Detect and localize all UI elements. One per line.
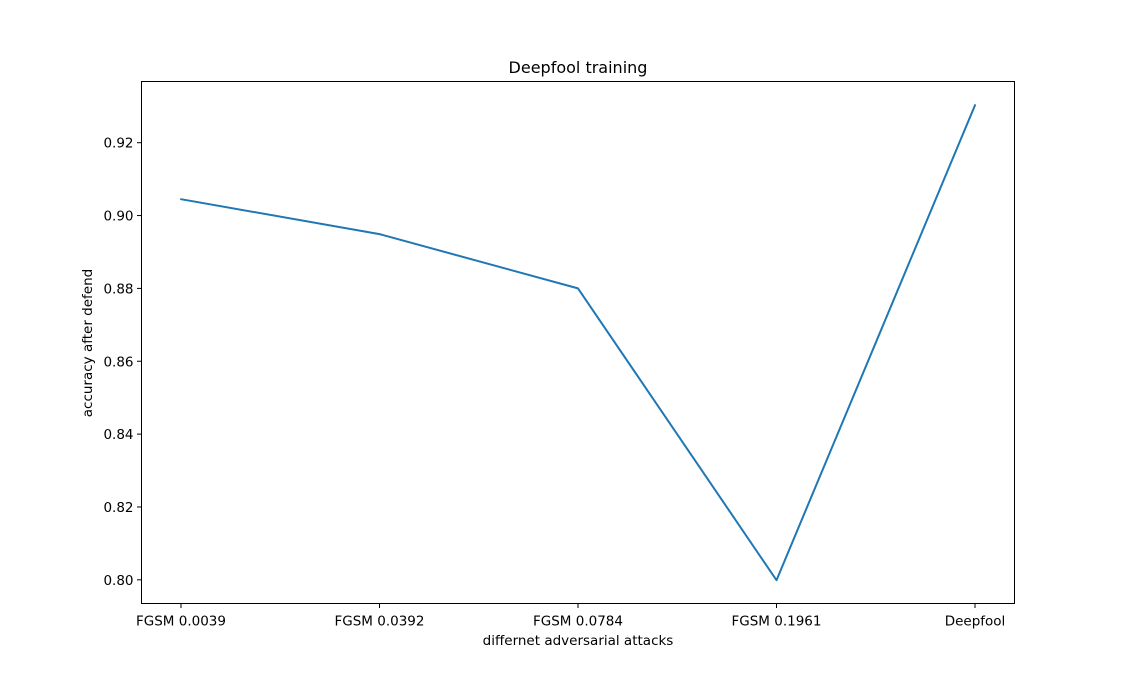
y-tick-label: 0.88 <box>103 281 133 297</box>
chart-title: Deepfool training <box>509 58 648 77</box>
y-tick-label: 0.80 <box>103 573 133 589</box>
y-tick-label: 0.84 <box>103 427 133 443</box>
x-axis-label: differnet adversarial attacks <box>483 633 674 649</box>
x-tick-label: FGSM 0.1961 <box>732 614 822 630</box>
x-tick-label: Deepfool <box>945 614 1006 630</box>
x-tick-label: FGSM 0.0039 <box>136 614 226 630</box>
y-tick-label: 0.86 <box>103 354 133 370</box>
plot-frame <box>141 81 1015 604</box>
x-tick-label: FGSM 0.0784 <box>533 614 623 630</box>
y-tick-label: 0.90 <box>103 209 133 225</box>
y-tick-label: 0.82 <box>103 500 133 516</box>
y-axis-label: accuracy after defend <box>80 269 96 418</box>
y-tick-label: 0.92 <box>103 136 133 152</box>
x-tick-label: FGSM 0.0392 <box>335 614 425 630</box>
series-line <box>180 104 976 582</box>
y-axis: 0.80 0.82 0.84 0.86 0.88 0.90 0.92 <box>103 136 142 589</box>
x-axis: FGSM 0.0039 FGSM 0.0392 FGSM 0.0784 FGSM 0.… <box>136 603 1006 630</box>
